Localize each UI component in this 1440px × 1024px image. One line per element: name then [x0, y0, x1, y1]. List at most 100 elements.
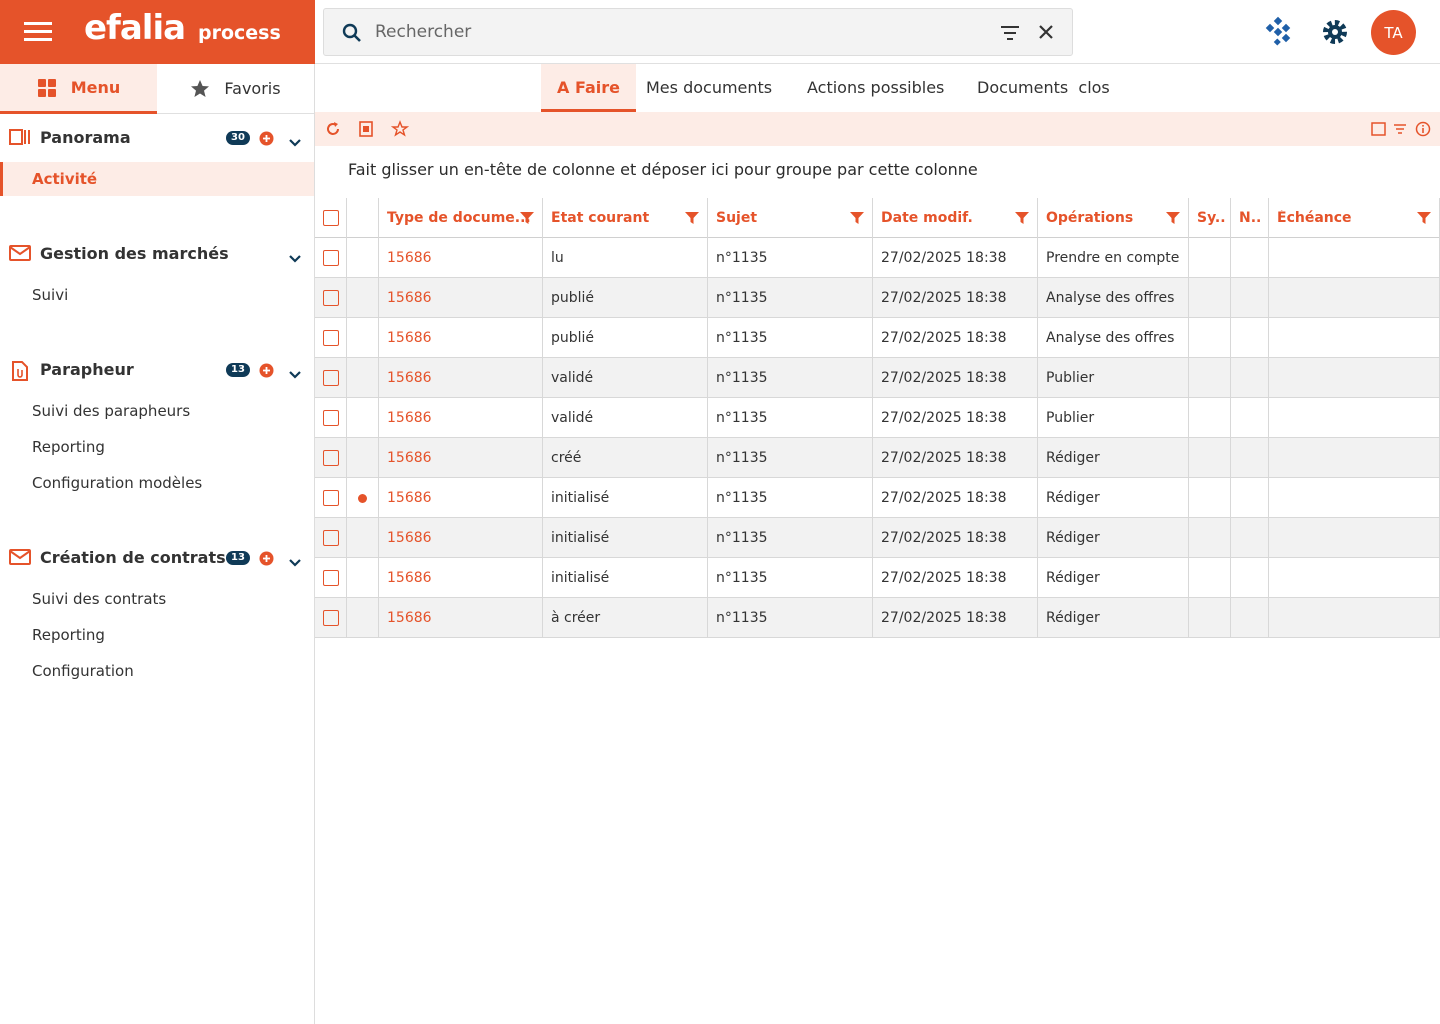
table-cell: n°1135	[708, 598, 873, 638]
checkbox[interactable]	[322, 210, 339, 226]
badge: 30	[226, 131, 250, 145]
checkbox[interactable]	[322, 290, 339, 306]
checkbox-cell	[315, 518, 347, 558]
top-bar: Rechercher TA	[315, 0, 1440, 64]
table-row[interactable]: 15686 à créer n°1135 27/02/2025 18:38 Rédige…	[315, 598, 1440, 638]
section-icon	[9, 361, 31, 385]
table-row[interactable]: 15686 validé n°1135 27/02/2025 18:38 Publier	[315, 398, 1440, 438]
checkbox[interactable]	[322, 410, 339, 426]
add-icon	[259, 551, 274, 570]
empty-cell	[1269, 478, 1440, 518]
section-header[interactable]: Gestion des marchés	[0, 230, 314, 278]
table-cell: initialisé	[543, 478, 708, 518]
empty-cell	[1231, 558, 1269, 598]
table-row[interactable]: 15686 initialisé n°1135 27/02/2025 18:38 Réd…	[315, 518, 1440, 558]
column-header[interactable]: Échéance	[1269, 198, 1440, 238]
sidebar-tab[interactable]: Favoris	[157, 64, 314, 114]
section-header[interactable]: Panorama 30	[0, 114, 314, 162]
flag-cell	[347, 518, 379, 558]
checkbox[interactable]	[322, 450, 339, 466]
empty-cell	[1269, 238, 1440, 278]
checkbox[interactable]	[322, 530, 339, 546]
checkbox[interactable]	[322, 610, 339, 626]
checkbox[interactable]	[322, 370, 339, 386]
table-cell: lu	[543, 238, 708, 278]
empty-cell	[1269, 318, 1440, 358]
checkbox[interactable]	[322, 330, 339, 346]
menu-item[interactable]: Configuration	[32, 662, 134, 680]
section-title: Parapheur	[40, 360, 134, 379]
column-filter	[520, 211, 534, 229]
column-label: Sujet	[716, 210, 758, 226]
empty-cell	[1231, 598, 1269, 638]
view-icons[interactable]	[1370, 121, 1432, 137]
column-filter	[1015, 211, 1029, 229]
column-header[interactable]: Date modif.	[873, 198, 1038, 238]
tab[interactable]: Actions possibles	[807, 78, 945, 97]
column-header[interactable]: N..	[1231, 198, 1269, 238]
menu-item[interactable]: Reporting	[32, 438, 105, 456]
table-row[interactable]: 15686 lu n°1135 27/02/2025 18:38 Prendre en …	[315, 238, 1440, 278]
column-header[interactable]: Sujet	[708, 198, 873, 238]
column-label: Sy..	[1197, 210, 1226, 226]
apps-logo[interactable]	[1261, 16, 1295, 48]
menu-icon[interactable]	[24, 22, 52, 42]
checkbox-cell	[315, 278, 347, 318]
menu-item[interactable]: Suivi des contrats	[32, 590, 167, 608]
flag-cell	[347, 478, 379, 518]
refresh-icon[interactable]	[325, 121, 341, 137]
sidebar-tab[interactable]: Menu	[0, 64, 157, 114]
empty-cell	[1269, 518, 1440, 558]
tab[interactable]: Documents clos	[977, 78, 1110, 97]
clear-icon[interactable]	[1038, 24, 1054, 40]
table-row[interactable]: 15686 créé n°1135 27/02/2025 18:38 Rédiger	[315, 438, 1440, 478]
avatar[interactable]: TA	[1371, 10, 1416, 55]
table-row[interactable]: 15686 validé n°1135 27/02/2025 18:38 Publier	[315, 358, 1440, 398]
menu-item[interactable]: Activité	[0, 162, 314, 196]
menu-item[interactable]: Suivi des parapheurs	[32, 402, 191, 420]
menu-item[interactable]: Suivi	[32, 286, 69, 304]
menu-item[interactable]: Reporting	[32, 626, 105, 644]
checkbox[interactable]	[322, 570, 339, 586]
table-row[interactable]: 15686 publié n°1135 27/02/2025 18:38 Analyse…	[315, 278, 1440, 318]
checkbox-cell	[315, 478, 347, 518]
table-cell: 27/02/2025 18:38	[873, 398, 1038, 438]
menu-item[interactable]: Configuration modèles	[32, 474, 203, 492]
settings-icon[interactable]	[1322, 19, 1348, 45]
column-header[interactable]: Sy..	[1189, 198, 1231, 238]
sidebar: Menu Favoris Panorama 30 Activité Gestion des…	[0, 64, 315, 1024]
column-header[interactable]: Type de docume...	[379, 198, 543, 238]
section-header[interactable]: Création de contrats 13	[0, 534, 314, 582]
filter-icon[interactable]	[1000, 25, 1020, 41]
column-header[interactable]: Opérations	[1038, 198, 1189, 238]
column-header[interactable]: Etat courant	[543, 198, 708, 238]
section-header[interactable]: Parapheur 13	[0, 346, 314, 394]
flag-cell	[347, 238, 379, 278]
empty-cell	[1189, 278, 1231, 318]
star-icon[interactable]	[391, 120, 409, 138]
table-cell: 15686	[379, 278, 543, 318]
column-filter	[685, 211, 699, 229]
section-title: Création de contrats	[40, 548, 226, 567]
search-box[interactable]: Rechercher	[323, 8, 1073, 56]
empty-cell	[1269, 398, 1440, 438]
column-label: Date modif.	[881, 210, 973, 226]
table-row[interactable]: 15686 initialisé n°1135 27/02/2025 18:38 Réd…	[315, 478, 1440, 518]
table-cell: 15686	[379, 598, 543, 638]
table-cell: Rédiger	[1038, 518, 1189, 558]
chevron-icon	[288, 365, 302, 384]
tab[interactable]: A Faire	[541, 64, 636, 112]
empty-cell	[1189, 558, 1231, 598]
chevron-icon	[288, 133, 302, 152]
checkbox[interactable]	[322, 250, 339, 266]
table-row[interactable]: 15686 initialisé n°1135 27/02/2025 18:38 Réd…	[315, 558, 1440, 598]
export-icon[interactable]	[358, 120, 374, 138]
checkbox[interactable]	[322, 490, 339, 506]
table-cell: 15686	[379, 398, 543, 438]
table-cell: 27/02/2025 18:38	[873, 598, 1038, 638]
table-row[interactable]: 15686 publié n°1135 27/02/2025 18:38 Analyse…	[315, 318, 1440, 358]
flag-header	[347, 198, 379, 238]
search-icon	[342, 23, 361, 42]
tab[interactable]: Mes documents	[646, 78, 773, 97]
